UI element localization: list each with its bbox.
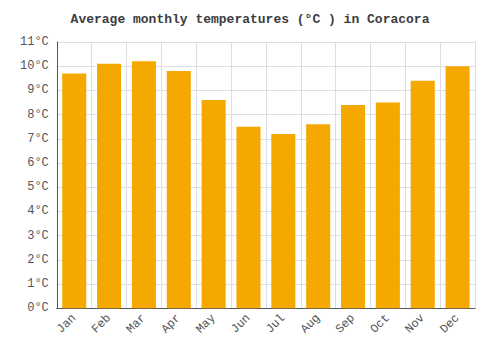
svg-text:Jun: Jun xyxy=(228,311,253,336)
svg-text:10°C: 10°C xyxy=(20,59,49,73)
svg-text:Jul: Jul xyxy=(263,311,288,336)
svg-text:May: May xyxy=(193,311,218,336)
svg-text:Dec: Dec xyxy=(437,311,462,336)
svg-text:8°C: 8°C xyxy=(27,108,49,122)
svg-text:1°C: 1°C xyxy=(27,277,49,291)
svg-text:Feb: Feb xyxy=(89,311,114,336)
svg-text:Jan: Jan xyxy=(54,311,79,336)
svg-text:Mar: Mar xyxy=(124,311,149,336)
svg-text:5°C: 5°C xyxy=(27,180,49,194)
svg-text:Sep: Sep xyxy=(333,311,358,336)
svg-text:2°C: 2°C xyxy=(27,253,49,267)
svg-text:4°C: 4°C xyxy=(27,204,49,218)
svg-text:6°C: 6°C xyxy=(27,156,49,170)
svg-text:0°C: 0°C xyxy=(27,301,49,315)
svg-text:Oct: Oct xyxy=(368,311,393,336)
svg-text:Average monthly temperatures (: Average monthly temperatures (°C ) in Co… xyxy=(71,12,430,27)
svg-text:11°C: 11°C xyxy=(20,35,49,49)
svg-text:Aug: Aug xyxy=(298,311,323,336)
svg-text:Nov: Nov xyxy=(403,311,428,336)
svg-text:Apr: Apr xyxy=(159,311,184,336)
svg-text:7°C: 7°C xyxy=(27,132,49,146)
svg-text:3°C: 3°C xyxy=(27,229,49,243)
svg-text:9°C: 9°C xyxy=(27,83,49,97)
